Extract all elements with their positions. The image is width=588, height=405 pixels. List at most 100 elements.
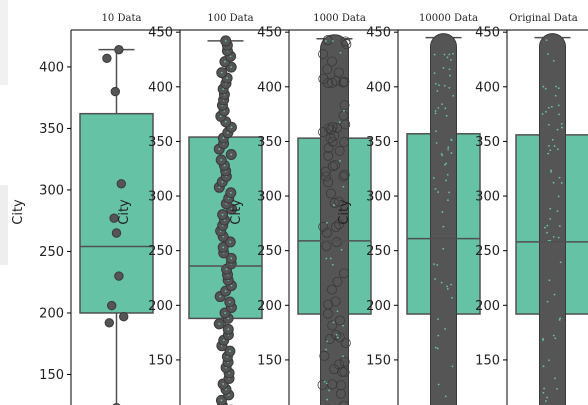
- y-tick-label: 350: [257, 135, 282, 150]
- data-point: [102, 53, 112, 63]
- data-point-speck: [549, 207, 552, 210]
- data-point-center: [227, 393, 230, 396]
- data-point-speck: [543, 387, 545, 390]
- data-point-center: [220, 159, 223, 161]
- data-point-speck: [440, 152, 443, 155]
- data-point-speck: [446, 288, 449, 290]
- data-point-outline: [334, 332, 345, 343]
- data-point-outline: [339, 400, 350, 405]
- data-point-speck: [450, 152, 453, 154]
- data-point-speck: [433, 72, 436, 75]
- data-point: [114, 44, 124, 55]
- data-point-speck: [435, 142, 438, 144]
- data-point-speck: [550, 170, 552, 173]
- data-point-speck: [444, 107, 447, 110]
- data-point-center: [227, 317, 229, 320]
- data-point-speck: [546, 224, 549, 227]
- data-point: [107, 300, 117, 311]
- data-point-speck: [446, 173, 449, 176]
- data-point-center: [230, 257, 233, 260]
- data-point-center: [221, 180, 224, 183]
- data-point-speck: [325, 382, 328, 385]
- data-point-center: [229, 55, 232, 58]
- data-point-speck: [438, 84, 440, 87]
- data-point-outline: [330, 296, 341, 307]
- panel-1: 10 Data 150 200 250 300 350 400 City: [11, 13, 181, 405]
- data-point-outline: [318, 221, 329, 232]
- data-point-speck: [339, 160, 341, 162]
- data-point-speck: [552, 59, 555, 62]
- data-point-speck: [553, 293, 556, 296]
- data-point-speck: [560, 182, 563, 184]
- data-point-outline: [341, 39, 352, 50]
- data-point-outline: [333, 196, 344, 207]
- data-point-speck: [441, 103, 443, 106]
- y-tick-label: 400: [148, 80, 173, 95]
- point-cloud: [430, 33, 457, 405]
- data-point-outline: [320, 171, 331, 182]
- y-tick-label: 250: [39, 245, 64, 260]
- data-point-speck: [447, 199, 449, 202]
- data-point-center: [220, 399, 223, 402]
- data-point: [114, 271, 124, 281]
- data-point-speck: [557, 195, 560, 198]
- data-point-center: [222, 339, 225, 342]
- data-point-center: [228, 372, 230, 374]
- data-point-speck: [542, 339, 544, 341]
- data-point-outline: [339, 169, 350, 180]
- data-point-speck: [547, 106, 550, 109]
- data-point-speck: [447, 148, 450, 151]
- data-point-speck: [339, 51, 342, 54]
- data-point-speck: [443, 53, 446, 56]
- data-point-speck: [561, 126, 563, 129]
- data-point-speck: [548, 144, 550, 147]
- data-point-speck: [437, 191, 440, 193]
- data-point: [110, 86, 121, 97]
- data-point-speck: [558, 225, 561, 228]
- y-tick-label: 200: [148, 299, 173, 314]
- y-tick-label: 300: [257, 190, 282, 205]
- panel-5: Original Data100150200250300350400450: [475, 13, 588, 405]
- data-point-speck: [446, 56, 449, 59]
- data-point-outline: [327, 161, 338, 172]
- data-point-speck: [435, 130, 437, 133]
- data-point-speck: [437, 107, 440, 109]
- data-point-speck: [554, 94, 557, 97]
- panel-4: 10000 Data100150200250300350400450City: [337, 13, 508, 405]
- data-point-center: [222, 246, 225, 249]
- data-point-speck: [542, 391, 545, 394]
- data-point-speck: [548, 359, 550, 362]
- data-point-outline: [340, 119, 351, 130]
- data-point-outline: [333, 67, 344, 78]
- data-point-speck: [444, 328, 447, 330]
- edge-shade-middle: [0, 185, 8, 265]
- data-point-speck: [557, 236, 560, 239]
- y-tick-label: 350: [39, 122, 64, 137]
- data-point-outline: [340, 337, 351, 348]
- data-point-speck: [554, 377, 556, 380]
- data-point: [111, 228, 122, 238]
- y-tick-label: 450: [148, 26, 173, 41]
- data-point-speck: [323, 380, 326, 383]
- data-point-speck: [552, 334, 555, 337]
- data-point-speck: [448, 53, 451, 56]
- data-point-speck: [557, 148, 559, 151]
- data-point-speck: [433, 263, 435, 266]
- data-point-outline: [330, 160, 341, 171]
- data-point-outline: [323, 177, 334, 188]
- data-point-speck: [448, 86, 451, 89]
- data-point-speck: [434, 187, 437, 190]
- data-point-outline: [338, 171, 349, 182]
- data-point-outline: [338, 268, 349, 279]
- data-point-center: [230, 153, 233, 156]
- data-point-outline: [327, 136, 338, 147]
- data-point-speck: [441, 211, 444, 213]
- data-point-outline: [330, 222, 341, 233]
- data-point-speck: [548, 279, 551, 282]
- data-point-center: [228, 301, 231, 303]
- data-point-outline: [319, 350, 330, 361]
- left-edge-shading: [0, 0, 8, 405]
- data-point-speck: [560, 122, 563, 125]
- data-point-outline: [331, 237, 342, 248]
- data-point-outline: [334, 315, 345, 326]
